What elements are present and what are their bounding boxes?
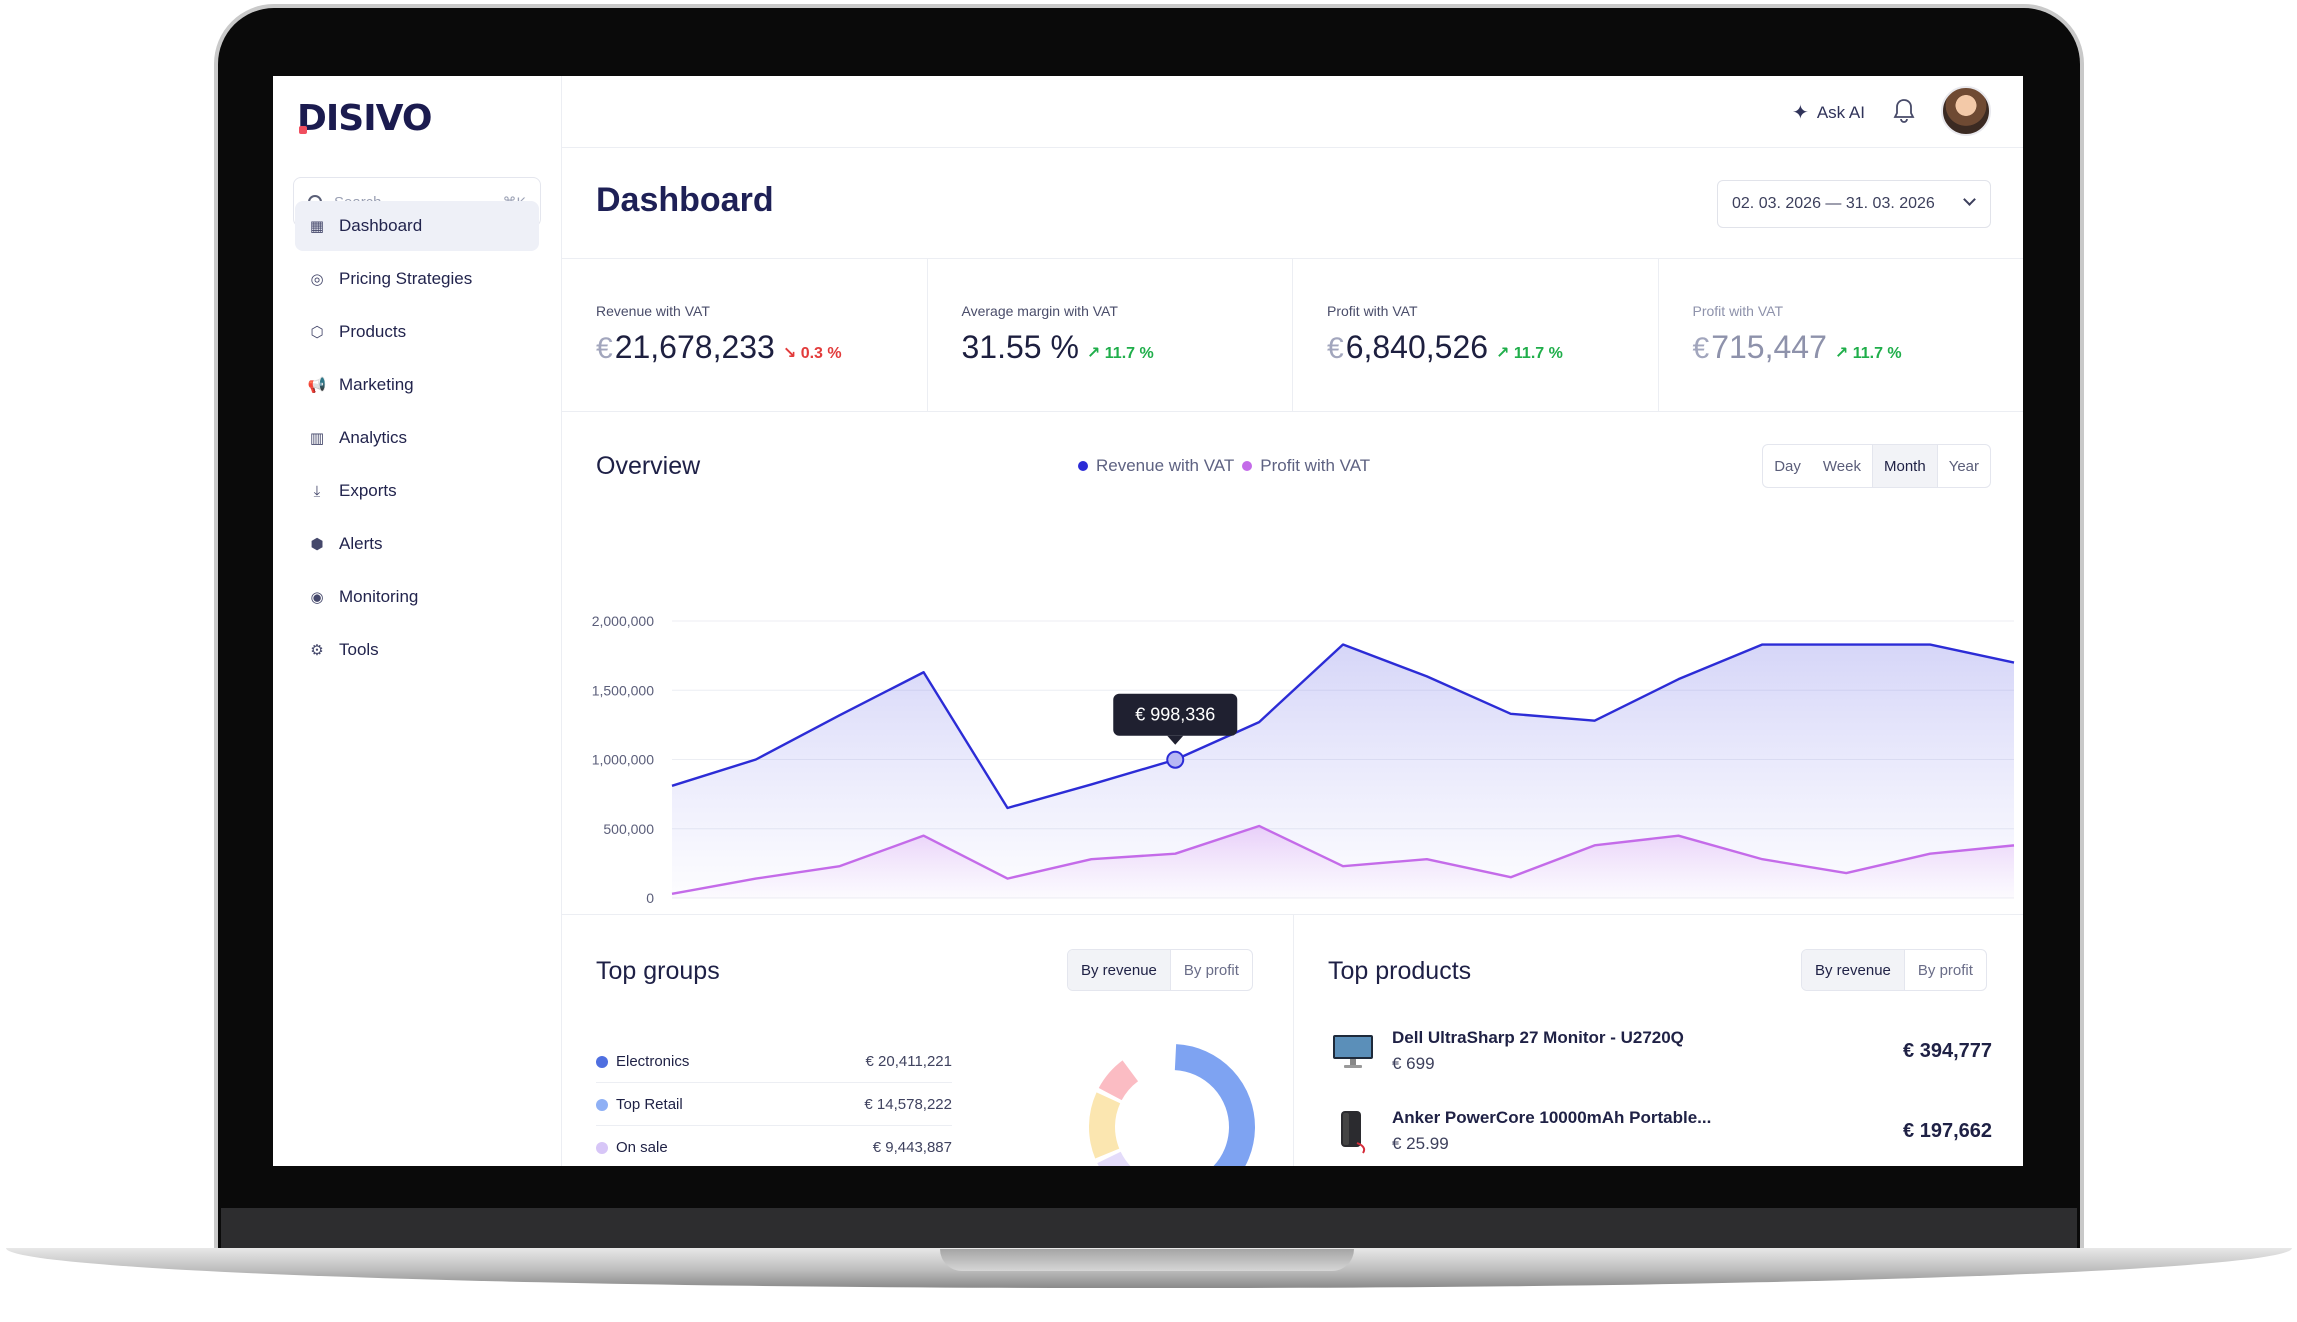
top-products-by-revenue[interactable]: By revenue	[1802, 950, 1905, 990]
overview-title: Overview	[596, 452, 701, 480]
chevron-down-icon	[1963, 193, 1976, 206]
bar-chart-icon: ▥	[309, 430, 325, 447]
kpi-profit-with-vat-2: Profit with VAT €715,447 ↗ 11.7 %	[1692, 303, 1902, 365]
range-week[interactable]: Week	[1822, 457, 1861, 475]
divider	[562, 914, 2023, 915]
group-color-dot	[596, 1141, 608, 1154]
app-screen: DISIVO Search ⌘K ▦Dashboard ◎Pricing Str…	[273, 76, 2023, 1166]
group-row[interactable]: On sale € 9,443,887	[596, 1127, 952, 1166]
legend-dot-profit	[1242, 461, 1253, 471]
powerbank-icon	[1328, 1106, 1378, 1156]
kpi-profit-with-vat: Profit with VAT €6,840,526 ↗ 11.7 %	[1293, 259, 1659, 411]
user-avatar[interactable]	[1941, 86, 1991, 136]
sidebar-item-dashboard[interactable]: ▦ Dashboard	[295, 201, 539, 251]
y-tick-label: 1,500,000	[592, 682, 654, 698]
top-groups-by-profit[interactable]: By profit	[1183, 961, 1239, 979]
grid-icon: ▦	[309, 218, 325, 235]
group-row[interactable]: Top Retail € 14,578,222	[596, 1084, 952, 1126]
top-bar: ✦ Ask AI	[562, 76, 2023, 148]
eye-icon: ◉	[310, 589, 324, 606]
donut-segment[interactable]	[1097, 1151, 1169, 1166]
ask-ai-button[interactable]: ✦ Ask AI	[1792, 102, 1865, 124]
sparkle-icon: ✦	[1792, 102, 1809, 124]
sidebar-item-exports[interactable]: ⤓ Exports	[295, 466, 539, 516]
download-icon: ⤓	[313, 482, 321, 500]
top-groups-donut[interactable]	[1084, 1039, 1260, 1166]
product-row[interactable]: Anker PowerCore 10000mAh Portable... € 25…	[1328, 1096, 1992, 1166]
range-selector: Day Week Month Year	[1762, 444, 1991, 488]
sidebar-item-pricing-strategies[interactable]: ◎ Pricing Strategies	[310, 269, 473, 288]
y-tick-label: 2,000,000	[592, 613, 654, 629]
date-range-picker[interactable]: 02. 03. 2026 — 31. 03. 2026	[1717, 180, 1991, 228]
disivo-logo[interactable]: DISIVO	[297, 98, 432, 139]
y-tick-label: 0	[646, 890, 654, 906]
kpi-average-margin: Average margin with VAT 31.55 % ↗ 11.7 %	[928, 259, 1293, 411]
group-color-dot	[596, 1098, 608, 1111]
laptop-hinge-notch	[940, 1249, 1354, 1271]
sidebar: DISIVO Search ⌘K ▦Dashboard ◎Pricing Str…	[273, 76, 562, 1166]
kpi-row: Revenue with VAT €21,678,233 ↘ 0.3 % Aver…	[562, 258, 2023, 412]
top-products-toggle: By revenue By profit	[1801, 949, 1987, 991]
series-area-profit	[672, 825, 2014, 898]
range-year[interactable]: Year	[1948, 457, 1979, 475]
top-products-by-profit[interactable]: By profit	[1917, 961, 1973, 979]
divider	[1293, 914, 1294, 1166]
bell-icon[interactable]	[1893, 98, 1915, 124]
chart-tooltip: € 998,336	[1113, 693, 1238, 745]
series-line-profit[interactable]	[671, 824, 2015, 896]
sidebar-item-tools[interactable]: ⚙ Tools	[310, 640, 379, 659]
range-month[interactable]: Month	[1871, 445, 1938, 487]
y-tick-label: 500,000	[603, 821, 654, 837]
legend-profit[interactable]: Profit with VAT	[1260, 456, 1371, 475]
laptop-bezel-bottom	[221, 1208, 2077, 1252]
tooltip-value: € 998,336	[1135, 705, 1215, 725]
group-row[interactable]: Electronics € 20,411,221	[596, 1041, 952, 1083]
target-icon: ◎	[310, 271, 324, 288]
top-groups-title: Top groups	[596, 957, 720, 985]
kpi-revenue-with-vat: Revenue with VAT €21,678,233 ↘ 0.3 %	[562, 259, 928, 411]
alert-hexagon-icon: ⬢	[310, 536, 324, 553]
product-row[interactable]: Dell UltraSharp 27 Monitor - U2720Q € 699…	[1328, 1016, 1992, 1086]
donut-segment[interactable]	[1098, 1060, 1139, 1101]
legend-dot-revenue	[1078, 461, 1088, 471]
donut-segment[interactable]	[1173, 1044, 1255, 1166]
page-title: Dashboard	[596, 181, 774, 219]
box-icon: ⬡	[310, 324, 324, 341]
sidebar-item-alerts[interactable]: ⬢ Alerts	[310, 534, 383, 553]
range-day[interactable]: Day	[1774, 457, 1801, 475]
legend-revenue[interactable]: Revenue with VAT	[1096, 456, 1235, 475]
sidebar-item-analytics[interactable]: ▥ Analytics	[309, 428, 408, 447]
group-color-dot	[596, 1055, 608, 1068]
top-groups-by-revenue[interactable]: By revenue	[1068, 950, 1171, 990]
sidebar-item-marketing[interactable]: 📢 Marketing	[307, 375, 414, 394]
megaphone-icon: 📢	[307, 377, 327, 394]
hover-point[interactable]	[1166, 750, 1185, 769]
top-groups-toggle: By revenue By profit	[1067, 949, 1253, 991]
monitor-icon	[1328, 1026, 1378, 1076]
sidebar-item-monitoring[interactable]: ◉ Monitoring	[310, 587, 419, 606]
chart-legend: Revenue with VAT Profit with VAT	[1078, 456, 1370, 476]
tools-icon: ⚙	[310, 642, 324, 659]
series-line-revenue[interactable]	[671, 643, 2015, 810]
top-products-title: Top products	[1328, 957, 1472, 985]
sidebar-item-products[interactable]: ⬡ Products	[310, 322, 407, 341]
donut-segment[interactable]	[1089, 1092, 1121, 1159]
y-tick-label: 1,000,000	[592, 752, 654, 768]
